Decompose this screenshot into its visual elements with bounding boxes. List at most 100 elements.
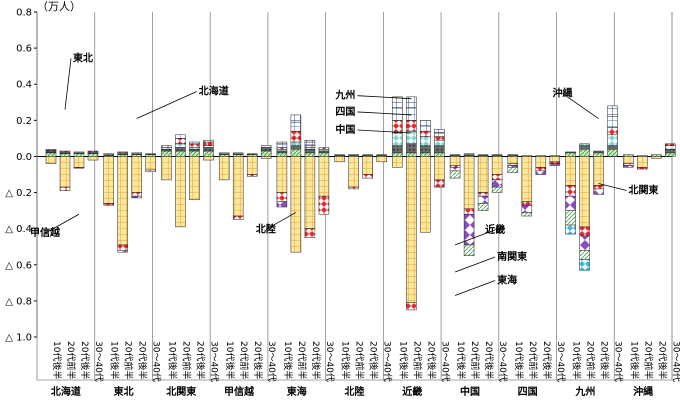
bar-segment xyxy=(161,145,172,148)
bar-segment xyxy=(175,150,186,157)
bar-segment xyxy=(87,153,99,157)
bar-segment xyxy=(290,145,302,150)
bar-segment xyxy=(260,147,272,152)
bar-segment xyxy=(463,244,475,257)
region-label: 近畿 xyxy=(402,385,422,398)
bar-segment xyxy=(117,244,128,251)
bar-segment xyxy=(491,174,503,181)
bar-segment xyxy=(232,154,244,157)
bar-segment xyxy=(348,156,359,188)
bar-segment xyxy=(434,136,445,141)
bar-segment xyxy=(290,130,302,143)
bar-segment xyxy=(434,139,445,146)
bar-segment xyxy=(521,212,533,217)
bar-segment xyxy=(117,151,128,154)
bar-segment xyxy=(406,152,417,157)
bar-segment xyxy=(131,192,142,197)
annotation-leader xyxy=(454,280,496,296)
bar-segment xyxy=(276,148,288,152)
bar-segment xyxy=(59,186,71,191)
bar-segment xyxy=(449,167,461,172)
bar-segment xyxy=(420,125,431,132)
age-group-label: 20代後半 xyxy=(368,341,380,379)
bar-segment xyxy=(565,224,576,235)
age-group-label: 20代前半 xyxy=(123,341,135,379)
bar-segment xyxy=(189,148,200,152)
bar-segment xyxy=(203,156,214,161)
bar-segment xyxy=(434,179,445,188)
bar-segment xyxy=(579,143,590,146)
bar-segment xyxy=(434,152,445,157)
bar-segment xyxy=(304,152,316,157)
bar-segment xyxy=(392,96,403,108)
bar-segment xyxy=(246,174,258,177)
age-group-label: 20代前半 xyxy=(642,341,654,379)
bar-segment xyxy=(579,156,590,228)
age-group-label: 30～40代 xyxy=(266,341,277,382)
bar-segment xyxy=(491,154,503,156)
bar-segment xyxy=(218,156,230,181)
bar-segment xyxy=(73,151,85,154)
age-group-label: 10代後半 xyxy=(513,341,525,379)
age-group-label: 20代前半 xyxy=(527,341,539,379)
age-group-label: 20代後半 xyxy=(252,341,264,379)
y-tick-label: 0.2 xyxy=(16,116,32,127)
bar-segment xyxy=(420,130,431,137)
bar-segment xyxy=(579,259,590,271)
bar-segment xyxy=(392,145,403,154)
bar-segment xyxy=(189,147,200,150)
bar-segment xyxy=(463,213,475,246)
bar-segment xyxy=(260,156,272,159)
bar-segment xyxy=(362,156,373,175)
bar-segment xyxy=(304,148,316,154)
age-group-label: 20代後半 xyxy=(194,341,206,379)
bar-segment xyxy=(392,156,403,168)
y-tick-label: 0.4 xyxy=(16,80,32,91)
bar-segment xyxy=(218,152,230,154)
bar-segment xyxy=(434,145,445,154)
bar-segment xyxy=(420,145,431,154)
annotation-leader xyxy=(44,213,80,234)
bar-segment xyxy=(318,147,330,150)
bar-segment xyxy=(420,156,431,233)
bar-segment xyxy=(565,185,576,197)
bar-segment xyxy=(276,152,288,157)
bar-segment xyxy=(203,141,214,146)
bar-segment xyxy=(276,156,288,193)
bars-layer xyxy=(45,96,676,311)
bar-segment xyxy=(507,167,519,173)
age-group-label: 10代後半 xyxy=(340,341,352,379)
unit-label: （万人） xyxy=(37,0,81,13)
bar-segment xyxy=(73,167,85,169)
bar-segment xyxy=(593,150,604,154)
bar-segment xyxy=(189,143,200,148)
bar-segment xyxy=(579,226,590,237)
bar-segment xyxy=(232,215,244,220)
bar-segment xyxy=(491,186,503,193)
bar-segment xyxy=(449,165,461,168)
age-group-label: 30～40代 xyxy=(439,341,450,382)
bar-segment xyxy=(565,156,576,186)
bar-segment xyxy=(203,145,214,148)
bar-segment xyxy=(189,156,200,201)
bar-segment xyxy=(260,150,272,157)
bar-segment xyxy=(362,174,373,179)
region-label: 北海道 xyxy=(51,385,81,398)
bar-segment xyxy=(420,120,431,127)
series-annotation: 北関東 xyxy=(629,184,659,197)
age-group-label: 20代前半 xyxy=(238,341,250,379)
axis-layer: 0.8 0.6 0.4 0.2 0.0 △ 0.2 △ 0.4 △ 0.6 △ 0.8 △ 1.0 xyxy=(5,8,673,381)
age-group-label: 30～40代 xyxy=(497,341,508,382)
age-group-label: 10代後半 xyxy=(571,341,583,379)
bar-segment xyxy=(521,204,533,213)
bar-segment xyxy=(175,156,186,228)
series-annotation: 甲信越 xyxy=(30,226,61,239)
bar-segment xyxy=(348,186,359,190)
bar-segment xyxy=(507,165,519,168)
bar-segment xyxy=(607,116,618,128)
bar-segment xyxy=(477,192,489,197)
bar-segment xyxy=(607,134,618,146)
series-annotation: 中国 xyxy=(335,123,355,136)
